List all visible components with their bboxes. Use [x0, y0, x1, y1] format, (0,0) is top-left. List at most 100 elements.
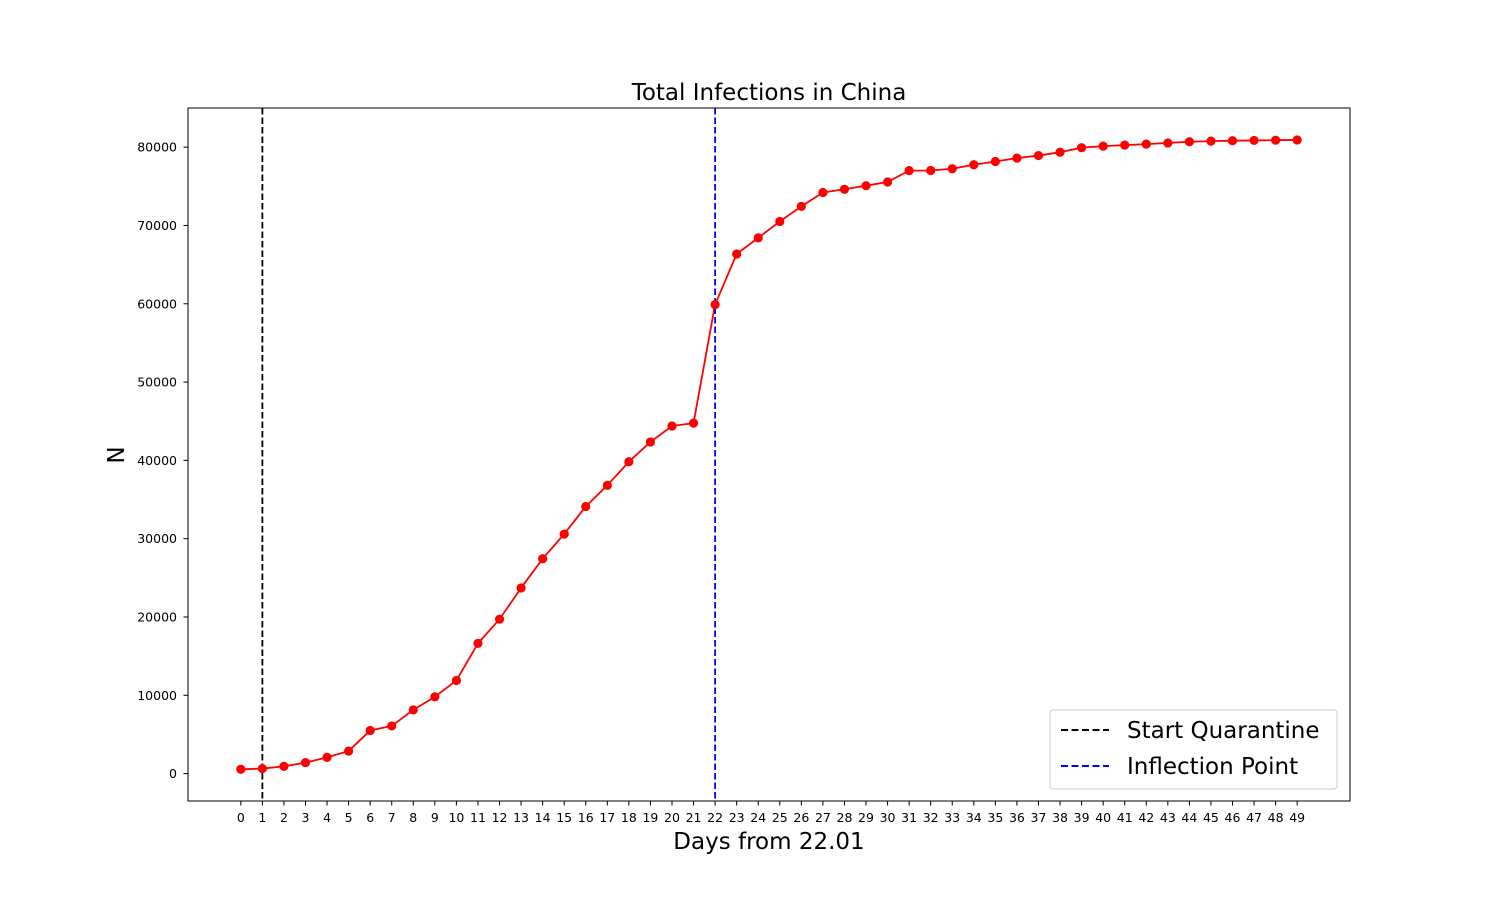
x-tick-label: 34	[966, 810, 982, 825]
data-point	[1012, 153, 1022, 163]
x-tick-label: 44	[1181, 810, 1197, 825]
data-point	[839, 184, 850, 194]
x-tick-label: 4	[323, 810, 331, 825]
x-tick-label: 19	[642, 810, 658, 825]
plot-area	[236, 108, 1302, 801]
x-tick-label: 29	[858, 810, 874, 825]
y-tick-label: 40000	[137, 453, 177, 468]
data-point	[516, 583, 526, 593]
x-tick-label: 6	[366, 810, 374, 825]
x-tick-label: 41	[1117, 810, 1133, 825]
x-tick-label: 18	[621, 810, 637, 825]
x-tick-label: 46	[1225, 810, 1241, 825]
data-point	[688, 418, 699, 428]
data-point	[559, 529, 569, 539]
data-point	[257, 763, 267, 774]
legend: Start Quarantine Inflection Point	[1049, 709, 1338, 790]
x-tick-label: 26	[793, 810, 809, 825]
data-point	[947, 164, 957, 174]
data-point	[990, 156, 1000, 167]
y-tick-label: 50000	[137, 375, 177, 390]
plot-frame	[187, 107, 1351, 802]
x-tick-label: 33	[944, 810, 960, 825]
x-tick-label: 42	[1138, 810, 1154, 825]
y-axis: 0 10000 20000 30000 40000 50000 60000 70000 8000…	[137, 140, 188, 781]
data-point	[904, 166, 914, 176]
data-point	[667, 421, 677, 431]
legend-label-inflection-point: Inflection Point	[1127, 754, 1298, 780]
legend-box	[1049, 709, 1338, 790]
x-tick-label: 25	[772, 810, 788, 825]
data-point	[602, 480, 612, 490]
chart-title: Total Infections in China	[631, 80, 907, 106]
data-point	[1292, 135, 1302, 145]
x-tick-label: 22	[707, 810, 723, 825]
y-tick-label: 30000	[137, 531, 177, 546]
x-tick-label: 0	[237, 810, 245, 825]
x-tick-label: 21	[686, 810, 702, 825]
data-point	[775, 216, 785, 227]
x-axis: 0 1 2 3 4 5 6 7 8 9 10 11 12 13 14 15 16 17 18 19 20 21 22 23 24…	[237, 801, 1305, 825]
data-point	[753, 233, 763, 243]
x-tick-label: 9	[431, 810, 439, 825]
data-point	[1227, 136, 1238, 146]
data-point	[1206, 136, 1216, 146]
y-tick-label: 70000	[137, 218, 177, 233]
x-tick-label: 38	[1052, 810, 1068, 825]
y-tick-label: 60000	[137, 296, 177, 311]
data-point	[1076, 143, 1087, 153]
x-tick-label: 24	[750, 810, 766, 825]
data-point	[430, 692, 440, 702]
x-tick-label: 16	[578, 810, 594, 825]
data-point	[624, 457, 634, 467]
x-tick-label: 35	[987, 810, 1003, 825]
x-tick-label: 20	[664, 810, 680, 825]
x-tick-label: 40	[1095, 810, 1111, 825]
data-point	[538, 554, 548, 564]
data-point	[732, 249, 742, 259]
data-point	[645, 437, 656, 447]
data-point	[1249, 135, 1259, 146]
x-tick-label: 47	[1246, 810, 1262, 825]
x-tick-label: 30	[880, 810, 896, 825]
x-tick-label: 48	[1268, 810, 1284, 825]
data-point	[408, 705, 418, 715]
y-tick-label: 80000	[137, 140, 177, 155]
data-point	[451, 675, 462, 686]
data-point	[969, 160, 979, 170]
data-point	[926, 165, 936, 176]
x-tick-label: 23	[729, 810, 745, 825]
y-tick-label: 0	[169, 766, 177, 781]
data-point	[322, 752, 332, 762]
y-tick-label: 10000	[137, 688, 177, 703]
data-point	[1271, 135, 1281, 145]
x-tick-label: 32	[923, 810, 939, 825]
x-tick-label: 15	[556, 810, 572, 825]
x-tick-label: 39	[1074, 810, 1090, 825]
x-tick-label: 17	[599, 810, 615, 825]
data-point	[387, 721, 397, 731]
x-tick-label: 12	[492, 810, 508, 825]
data-point	[1055, 147, 1065, 157]
x-tick-label: 10	[448, 810, 464, 825]
x-tick-label: 5	[345, 810, 353, 825]
data-point	[300, 757, 311, 768]
data-point	[494, 614, 505, 624]
data-point	[344, 746, 354, 756]
data-point	[1184, 137, 1194, 147]
data-point	[1163, 138, 1173, 148]
legend-label-start-quarantine: Start Quarantine	[1127, 718, 1320, 744]
data-point	[365, 725, 375, 736]
x-tick-label: 7	[388, 810, 396, 825]
x-tick-label: 45	[1203, 810, 1219, 825]
data-point	[882, 177, 893, 187]
x-tick-label: 14	[535, 810, 551, 825]
x-tick-label: 31	[901, 810, 917, 825]
data-point	[1033, 150, 1044, 161]
y-tick-label: 20000	[137, 609, 177, 624]
data-point	[796, 201, 806, 211]
x-tick-label: 28	[837, 810, 853, 825]
y-axis-label: N	[104, 446, 130, 463]
x-tick-label: 1	[258, 810, 266, 825]
data-point	[581, 501, 591, 512]
